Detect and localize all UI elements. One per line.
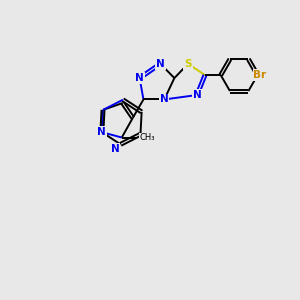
Text: N: N: [156, 59, 165, 69]
Text: S: S: [184, 59, 192, 69]
Text: N: N: [111, 143, 119, 154]
Text: N: N: [193, 90, 201, 100]
Text: CH₃: CH₃: [140, 133, 155, 142]
Text: N: N: [135, 73, 144, 83]
Text: N: N: [160, 94, 169, 104]
Text: Br: Br: [254, 70, 266, 80]
Text: N: N: [98, 127, 106, 137]
